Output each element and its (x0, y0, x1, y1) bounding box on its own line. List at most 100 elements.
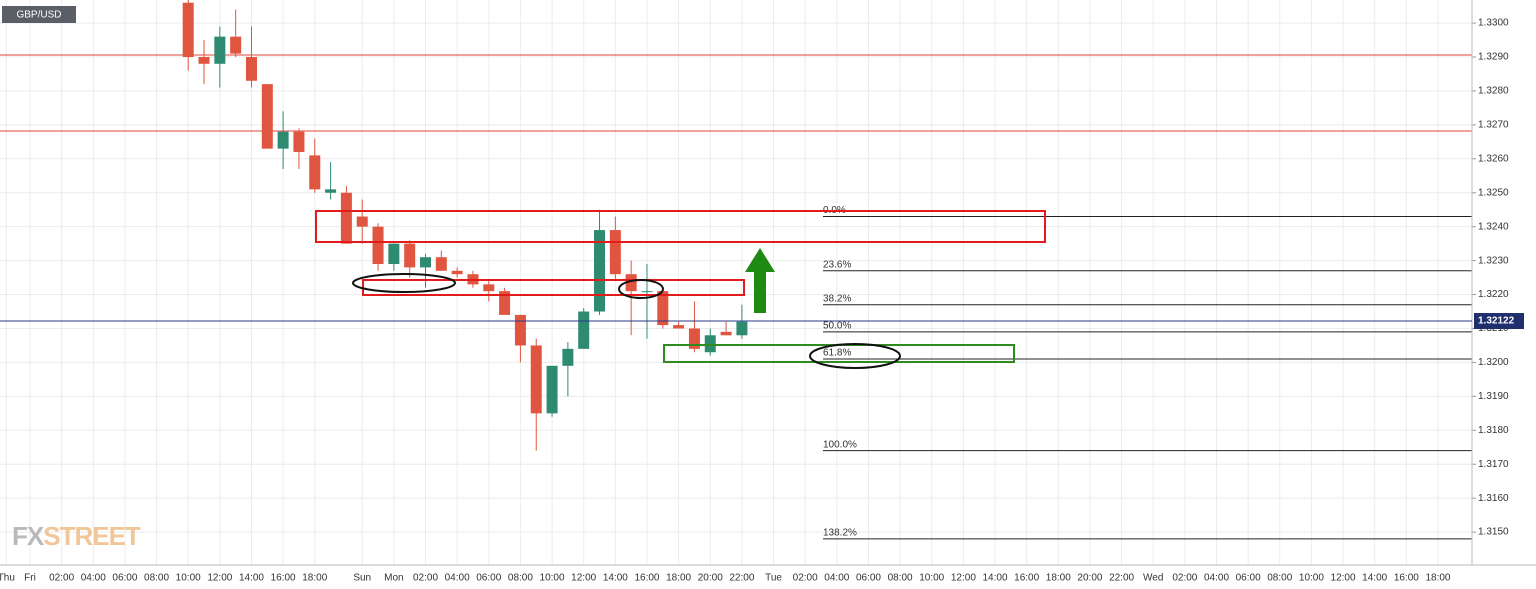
candle-body (214, 36, 226, 64)
x-tick-label: 16:00 (271, 573, 296, 584)
x-tick-label: 14:00 (1362, 573, 1387, 584)
x-tick-label: 18:00 (1425, 573, 1450, 584)
x-tick-label: 04:00 (1204, 573, 1229, 584)
y-tick-label: 1.3260 (1478, 153, 1509, 164)
x-tick-label: 02:00 (413, 573, 438, 584)
x-tick-label: 10:00 (176, 573, 201, 584)
y-tick-label: 1.3200 (1478, 357, 1509, 368)
x-tick-label: Tue (765, 573, 782, 584)
candle-body (420, 257, 431, 268)
x-tick-label: 12:00 (951, 573, 976, 584)
candle-body (277, 131, 289, 149)
candle-body (230, 36, 242, 54)
candle-body (720, 331, 732, 336)
highlight-ellipse (352, 273, 456, 293)
y-tick-label: 1.3230 (1478, 255, 1509, 266)
x-tick-label: 18:00 (1046, 573, 1071, 584)
x-tick-label: 02:00 (793, 573, 818, 584)
candle-body (261, 84, 273, 149)
x-tick-label: 18:00 (666, 573, 691, 584)
candle-body (609, 230, 621, 275)
y-tick-label: 1.3280 (1478, 86, 1509, 97)
highlight-ellipse (809, 343, 901, 369)
x-tick-label: 16:00 (1014, 573, 1039, 584)
last-price-badge (1474, 313, 1524, 330)
candle-body (594, 230, 606, 312)
candle-body (688, 328, 700, 349)
y-tick-label: 1.3300 (1478, 18, 1509, 29)
x-tick-label: 06:00 (476, 573, 501, 584)
y-tick-label: 1.3150 (1478, 527, 1509, 538)
y-tick-label: 1.3180 (1478, 425, 1509, 436)
x-tick-label: 12:00 (207, 573, 232, 584)
candle-body (435, 257, 447, 271)
candle-body (388, 243, 400, 265)
x-tick-label: 12:00 (571, 573, 596, 584)
x-tick-label: 04:00 (81, 573, 106, 584)
fib-label: 138.2% (823, 528, 857, 539)
x-tick-label: 02:00 (1172, 573, 1197, 584)
x-tick-label: 06:00 (856, 573, 881, 584)
candle-body (198, 57, 210, 64)
candle-body (657, 291, 669, 326)
x-tick-label: Mon (384, 573, 403, 584)
candle-body (483, 284, 495, 292)
x-tick-label: Wed (1143, 573, 1163, 584)
last-price-label: 1.32122 (1478, 316, 1515, 327)
candle-body (451, 270, 463, 275)
x-tick-label: Thu (0, 573, 15, 584)
watermark-fx: FX (12, 521, 45, 551)
x-tick-label: 10:00 (1299, 573, 1324, 584)
up-arrow (745, 248, 775, 313)
x-tick-label: 22:00 (729, 573, 754, 584)
x-tick-label: 12:00 (1331, 573, 1356, 584)
symbol-badge (2, 6, 76, 23)
zone-box (315, 210, 1046, 243)
x-tick-label: 02:00 (49, 573, 74, 584)
candles (182, 0, 748, 451)
x-tick-label: 20:00 (1077, 573, 1102, 584)
candle-body (736, 321, 748, 336)
y-tick-label: 1.3290 (1478, 52, 1509, 63)
y-tick-label: 1.3270 (1478, 120, 1509, 131)
x-tick-label: 10:00 (919, 573, 944, 584)
candle-body (309, 155, 321, 190)
candle-body (182, 2, 194, 58)
candle-body (514, 314, 526, 346)
candle-body (404, 243, 416, 268)
x-tick-label: 10:00 (540, 573, 565, 584)
candle-body (641, 291, 653, 293)
x-tick-label: 08:00 (888, 573, 913, 584)
y-tick-label: 1.3250 (1478, 187, 1509, 198)
x-tick-label: 16:00 (634, 573, 659, 584)
symbol: GBP/USD (16, 10, 61, 21)
fib-label: 23.6% (823, 259, 851, 270)
candle-body (530, 345, 542, 414)
grid (0, 0, 1472, 565)
y-tick-label: 1.3190 (1478, 391, 1509, 402)
highlight-ellipse (618, 279, 664, 299)
y-tick-label: 1.3220 (1478, 289, 1509, 300)
watermark-street: STREET (43, 521, 141, 551)
candle-body (546, 365, 558, 414)
x-tick-label: 08:00 (144, 573, 169, 584)
y-tick-label: 1.3240 (1478, 221, 1509, 232)
x-tick-label: 18:00 (302, 573, 327, 584)
x-tick-label: 04:00 (824, 573, 849, 584)
fib-label: 38.2% (823, 293, 851, 304)
x-tick-label: 08:00 (508, 573, 533, 584)
y-tick-label: 1.3160 (1478, 493, 1509, 504)
fib-label: 61.8% (823, 348, 851, 359)
candle-body (372, 226, 384, 265)
x-tick-label: 08:00 (1267, 573, 1292, 584)
fib-label: 100.0% (823, 439, 857, 450)
candle-body (562, 348, 574, 366)
x-tick-label: Fri (24, 573, 36, 584)
candle-body (325, 189, 337, 193)
x-tick-label: 14:00 (983, 573, 1008, 584)
candle-body (340, 192, 352, 244)
candle-body (356, 216, 368, 227)
candle-body (499, 291, 511, 315)
